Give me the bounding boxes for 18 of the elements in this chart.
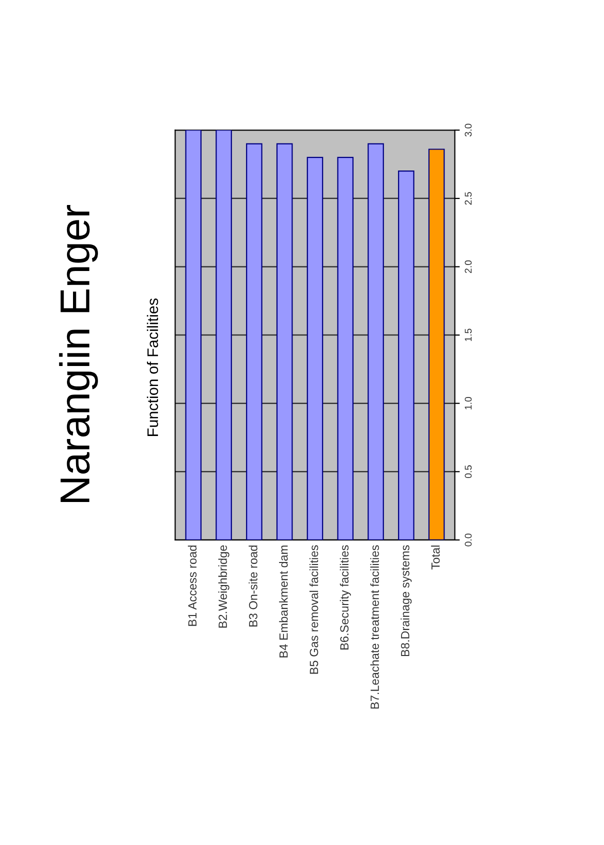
y-tick-label: 1.5 <box>464 328 472 342</box>
y-tick-label: 2.0 <box>464 260 472 274</box>
x-tick-label: Total <box>431 546 440 570</box>
y-tick-label: 0.5 <box>464 465 472 478</box>
y-tick-label: 2.5 <box>464 192 472 205</box>
x-tick-label: B7.Leachate treatment facilities <box>370 545 379 709</box>
y-tick-label: 1.0 <box>464 396 472 410</box>
x-tick-label: B8.Drainage systems <box>400 545 412 656</box>
x-tick-label: B5 Gas removal facilities <box>309 545 318 674</box>
x-tick-label: B6.Security facilities <box>340 545 351 650</box>
x-tick-label: B1 Access road <box>188 546 197 626</box>
y-tick-label: 3.0 <box>464 124 472 137</box>
text: Function of Facilities <box>146 298 158 436</box>
x-tick-label: B2.Weighbridge <box>218 545 230 628</box>
text: Narangiin Enger <box>59 205 98 502</box>
x-tick-label: B4 Embankment dam <box>279 546 288 658</box>
y-tick-label: 0.0 <box>464 534 472 546</box>
x-tick-label: B3 On-site road <box>248 546 258 627</box>
